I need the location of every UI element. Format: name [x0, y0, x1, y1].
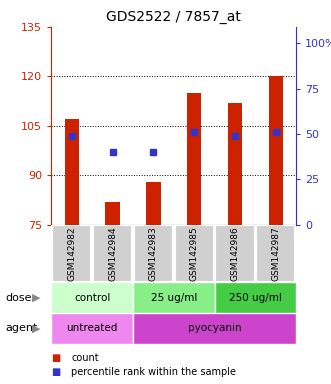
Bar	[93, 225, 132, 282]
Text: GSM142984: GSM142984	[108, 226, 117, 281]
Bar	[133, 282, 214, 313]
Bar	[269, 76, 283, 225]
Text: dose: dose	[5, 293, 31, 303]
Text: agent: agent	[5, 323, 37, 333]
Text: 25 ug/ml: 25 ug/ml	[151, 293, 197, 303]
Bar	[105, 202, 120, 225]
Bar	[133, 313, 296, 344]
Bar	[65, 119, 79, 225]
Bar	[146, 182, 161, 225]
Text: GSM142987: GSM142987	[271, 226, 280, 281]
Title: GDS2522 / 7857_at: GDS2522 / 7857_at	[106, 10, 241, 25]
Bar	[228, 103, 242, 225]
Text: untreated: untreated	[67, 323, 118, 333]
Bar	[51, 313, 133, 344]
Bar	[174, 225, 214, 282]
Bar	[51, 282, 133, 313]
Bar	[187, 93, 201, 225]
Text: GSM142983: GSM142983	[149, 226, 158, 281]
Bar	[215, 225, 255, 282]
Text: GSM142982: GSM142982	[67, 226, 76, 281]
Text: percentile rank within the sample: percentile rank within the sample	[71, 367, 236, 377]
Bar	[52, 225, 91, 282]
Text: ■: ■	[51, 367, 61, 377]
Bar	[134, 225, 173, 282]
Text: control: control	[74, 293, 110, 303]
Text: GSM142986: GSM142986	[230, 226, 240, 281]
Text: pyocyanin: pyocyanin	[188, 323, 241, 333]
Text: ▶: ▶	[32, 323, 41, 333]
Text: ■: ■	[51, 353, 61, 363]
Text: ▶: ▶	[32, 293, 41, 303]
Text: 250 ug/ml: 250 ug/ml	[229, 293, 282, 303]
Text: count: count	[71, 353, 99, 363]
Text: GSM142985: GSM142985	[190, 226, 199, 281]
Bar	[256, 225, 296, 282]
Bar	[214, 282, 296, 313]
